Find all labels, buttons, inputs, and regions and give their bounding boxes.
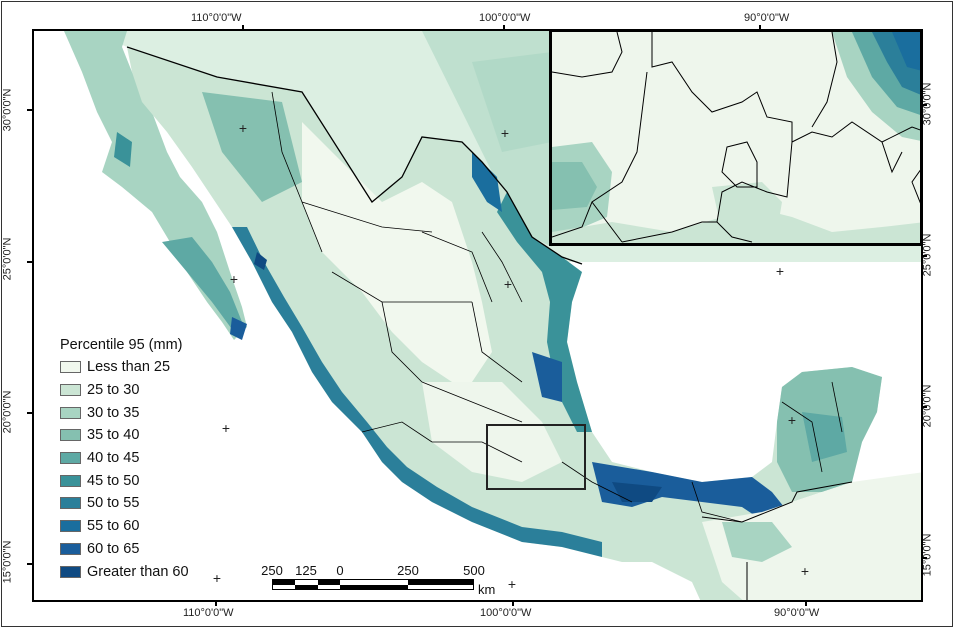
left-axis-label-30n: 30°0'0"N — [1, 88, 14, 132]
scale-label: 500 — [463, 563, 485, 578]
legend-label: Less than 25 — [87, 359, 171, 376]
legend-label: 60 to 65 — [87, 540, 140, 557]
top-axis-label-100w: 100°0'0"W — [479, 12, 531, 24]
left-axis-label-25n: 25°0'0"N — [1, 237, 14, 281]
graticule-cross: + — [500, 125, 510, 141]
tick-left-20n — [27, 412, 32, 414]
scale-bar: 250 125 0 250 500 km — [261, 563, 495, 597]
legend-item: 30 to 35 — [60, 401, 189, 424]
legend-item: 55 to 60 — [60, 515, 189, 538]
legend-label: Greater than 60 — [87, 563, 189, 580]
scale-label: 250 — [397, 563, 419, 578]
tick-left-15n — [27, 563, 32, 565]
legend-item: Less than 25 — [60, 356, 189, 379]
graticule-cross: + — [238, 120, 248, 136]
legend-swatch — [60, 361, 81, 374]
graticule-cross: + — [800, 563, 810, 579]
graticule-cross: + — [503, 276, 513, 292]
inset-map[interactable] — [549, 29, 923, 246]
bottom-axis-label-100w: 100°0'0"W — [480, 607, 532, 619]
legend-item: 45 to 50 — [60, 469, 189, 492]
graticule-cross: + — [787, 412, 797, 428]
graticule-cross: + — [229, 271, 239, 287]
legend-label: 45 to 50 — [87, 472, 140, 489]
legend-item: 35 to 40 — [60, 424, 189, 447]
legend-label: 30 to 35 — [87, 404, 140, 421]
legend-swatch — [60, 565, 81, 578]
left-axis-label-20n: 20°0'0"N — [1, 390, 14, 434]
legend-swatch — [60, 406, 81, 419]
tick-top-110w — [242, 25, 244, 30]
legend-label: 35 to 40 — [87, 427, 140, 444]
tick-left-30n — [27, 109, 32, 111]
tick-right-15n — [922, 557, 927, 559]
graticule-cross: + — [775, 263, 785, 279]
legend-swatch — [60, 542, 81, 555]
bottom-axis-label-90w: 90°0'0"W — [774, 607, 820, 619]
legend-item: 50 to 55 — [60, 492, 189, 515]
legend-swatch — [60, 452, 81, 465]
tick-left-25n — [27, 261, 32, 263]
legend-item: Greater than 60 — [60, 560, 189, 583]
graticule-cross: + — [221, 420, 231, 436]
scale-unit: km — [478, 582, 496, 597]
tick-right-20n — [922, 406, 927, 408]
legend-swatch — [60, 474, 81, 487]
scale-label: 125 — [295, 563, 317, 578]
tick-bottom-100w — [512, 601, 514, 606]
graticule-cross: + — [507, 576, 517, 592]
legend: Percentile 95 (mm) Less than 25 25 to 30… — [60, 337, 189, 583]
inset-canvas — [552, 32, 920, 243]
bottom-axis-label-110w: 110°0'0"W — [183, 607, 234, 619]
tick-top-100w — [503, 25, 505, 30]
tick-bottom-110w — [215, 601, 217, 606]
scale-label: 0 — [336, 563, 344, 578]
legend-label: 25 to 30 — [87, 382, 140, 399]
tick-right-25n — [922, 255, 927, 257]
top-axis-label-110w: 110°0'0"W — [191, 12, 242, 24]
legend-swatch — [60, 384, 81, 397]
left-axis-label-15n: 15°0'0"N — [1, 540, 14, 584]
tick-right-30n — [922, 104, 927, 106]
legend-swatch — [60, 429, 81, 442]
legend-label: 55 to 60 — [87, 518, 140, 535]
tick-top-90w — [759, 25, 761, 30]
tick-bottom-90w — [805, 601, 807, 606]
legend-label: 40 to 45 — [87, 450, 140, 467]
scale-label: 250 — [261, 563, 283, 578]
scale-bar-graphic — [272, 579, 474, 590]
legend-item: 25 to 30 — [60, 379, 189, 402]
legend-swatch — [60, 520, 81, 533]
legend-item: 40 to 45 — [60, 447, 189, 470]
right-axis-label-15n: 15°0'0"N — [921, 533, 934, 577]
legend-swatch — [60, 497, 81, 510]
inset-locator-box[interactable] — [486, 424, 586, 490]
graticule-cross: + — [212, 570, 222, 586]
legend-label: 50 to 55 — [87, 495, 140, 512]
legend-title: Percentile 95 (mm) — [60, 337, 183, 353]
legend-item: 60 to 65 — [60, 538, 189, 561]
top-axis-label-90w: 90°0'0"W — [744, 12, 790, 24]
